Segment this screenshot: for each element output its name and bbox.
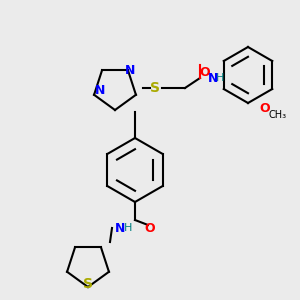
Text: O: O xyxy=(260,101,270,115)
Text: S: S xyxy=(83,277,93,291)
Text: CH₃: CH₃ xyxy=(269,110,287,120)
Text: N: N xyxy=(125,64,135,76)
Text: S: S xyxy=(150,81,160,95)
Text: N: N xyxy=(115,221,125,235)
Text: N: N xyxy=(208,71,218,85)
Text: N: N xyxy=(95,83,105,97)
Text: O: O xyxy=(145,221,155,235)
Text: H: H xyxy=(124,223,132,233)
Text: O: O xyxy=(200,65,210,79)
Text: H: H xyxy=(216,73,224,83)
